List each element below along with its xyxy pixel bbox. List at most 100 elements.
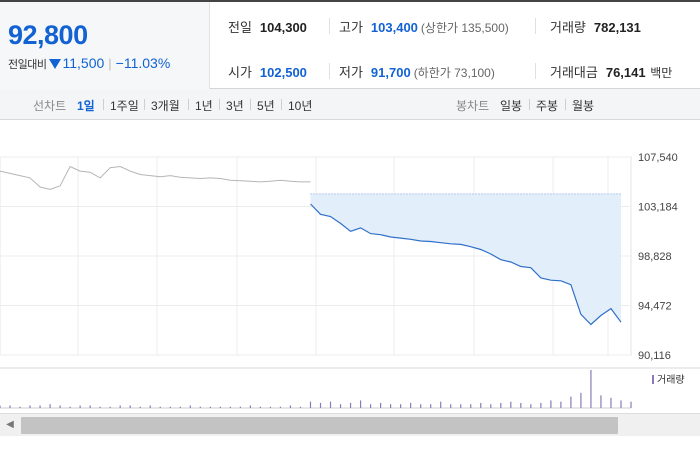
volume-bar [139,406,141,408]
scroll-left-icon[interactable]: ◀ [6,419,14,430]
y-tick-label: 103,184 [638,202,678,214]
volume-bar [59,405,61,408]
volume-bar [249,405,251,408]
scrollbar-thumb[interactable] [21,417,618,434]
change-row: 전일대비 11,500 | −11.03% [8,55,170,72]
separator [219,99,220,110]
separator [250,99,251,110]
volume-bar [109,406,111,408]
volume-bar [349,402,352,408]
volume-bar [269,406,272,408]
period-1w-button[interactable]: 1주일 [110,99,139,113]
candle-weekly-button[interactable]: 주봉 [536,99,559,113]
volume-bar [319,402,322,408]
candle-monthly-button[interactable]: 월봉 [572,99,595,113]
volume-panel: 거래량 [0,367,700,409]
chart-scrollbar[interactable]: ◀ [0,413,700,436]
period-1y-button[interactable]: 1년 [195,99,213,113]
period-toolbar: 선차트 1일 1주일 3개월 1년 3년 5년 10년 봉차트 일봉 주봉 월봉 [0,89,700,120]
y-axis-labels: 107,540 103,184 98,828 94,472 90,116 [638,152,678,362]
volume-bar [450,404,452,408]
separator [529,99,530,110]
change-separator: | [108,56,112,71]
separator [144,99,145,110]
volume-bar [309,401,312,408]
period-3y-button[interactable]: 3년 [226,99,244,113]
volume-bar [420,404,422,408]
volume-bar [169,406,171,408]
volume-bar [9,405,11,408]
divider [329,18,330,34]
price-box: 92,800 전일대비 11,500 | −11.03% [0,2,210,89]
volume-bar [610,397,612,408]
volume-bar [79,405,81,408]
volume-bar [500,402,502,408]
high-value: 103,400 [370,20,418,35]
volume-info: 거래량 782,131 [550,17,641,36]
period-1d-button[interactable]: 1일 [77,99,95,113]
y-tick-label: 94,472 [638,301,672,313]
separator [188,99,189,110]
volume-bar [580,392,582,408]
volume-bar [29,405,31,408]
volume-bar [530,404,532,408]
volume-bar [620,400,622,408]
volume-bar [289,405,292,408]
down-triangle-icon [49,59,62,69]
volume-bar [129,405,131,408]
volume-bar [590,370,592,408]
volume-bar [440,401,442,408]
volume-bar [359,400,362,408]
change-percent: −11.03% [115,55,171,71]
volume-bar [39,405,41,408]
volume-bar [69,406,71,408]
open-price: 시가 102,500 [228,62,307,81]
y-tick-label: 107,540 [638,152,678,164]
volume-bar [410,402,412,408]
y-tick-label: 90,116 [638,350,671,362]
quote-header: 92,800 전일대비 11,500 | −11.03% 전일 104,300 고가 10… [0,0,700,89]
volume-label: 거래량 [550,20,586,35]
current-price: 92,800 [8,20,88,50]
volume-bar [380,402,382,408]
volume-bar [490,404,492,408]
divider [329,63,330,79]
volume-bar [600,395,602,408]
amount-value: 76,141 [605,65,646,80]
volume-bar [570,396,572,408]
amount-unit: 백만 [650,66,673,80]
separator [565,99,566,110]
prev-close: 전일 104,300 [228,17,307,36]
period-5y-button[interactable]: 5년 [257,99,275,113]
volume-bar [259,406,262,408]
volume-value: 782,131 [593,20,641,35]
low-label: 저가 [339,65,363,80]
prev-day-line [0,165,311,190]
volume-bar [520,402,522,408]
change-value: 11,500 [62,55,105,71]
period-3m-button[interactable]: 3개월 [151,99,180,113]
high-price: 고가 103,400 (상한가 135,500) [339,17,509,36]
volume-bar [149,405,151,408]
volume-bar [239,406,241,408]
volume-bar [229,406,231,408]
open-label: 시가 [228,65,252,80]
volume-bar [470,404,472,408]
volume-bar [630,401,632,408]
volume-bar [400,404,402,408]
period-10y-button[interactable]: 10년 [288,99,313,113]
prev-close-label: 전일 [228,20,252,35]
separator [281,99,282,110]
volume-bar [199,406,201,408]
volume-bar [369,404,372,408]
volume-bar [480,402,482,408]
volume-bar [540,402,542,408]
change-label: 전일대비 [8,59,47,71]
today-price-line [310,203,622,326]
open-value: 102,500 [259,65,307,80]
volume-bar [0,405,1,408]
volume-bar [209,406,211,408]
candle-daily-button[interactable]: 일봉 [500,99,523,113]
volume-bar [119,405,121,408]
